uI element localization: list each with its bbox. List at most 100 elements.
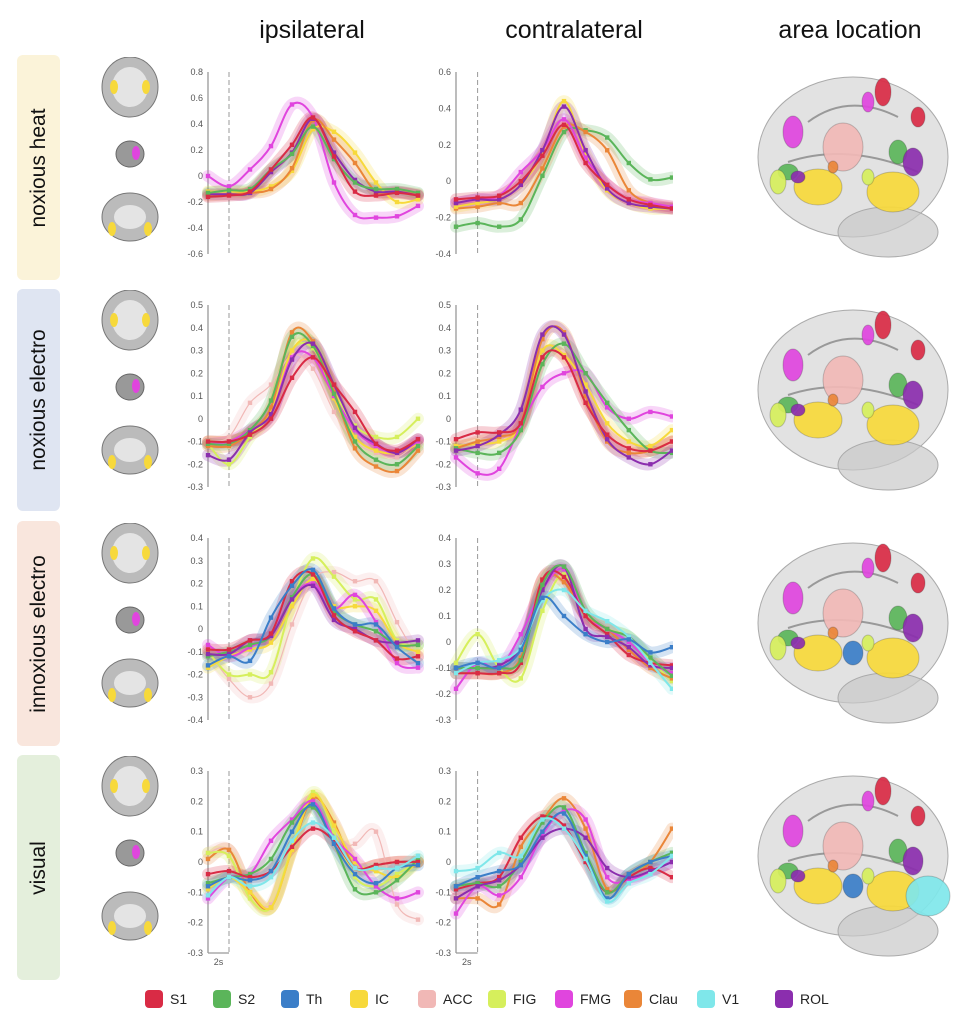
data-point-s2 [518, 658, 523, 663]
data-point-s2 [669, 175, 673, 180]
legend-swatch [281, 990, 299, 1008]
data-point-fig [561, 572, 567, 577]
data-point-rol [394, 640, 400, 645]
data-point-s2 [289, 151, 295, 157]
data-point-s2 [475, 665, 480, 671]
data-point-s2 [605, 626, 610, 632]
data-point-rol [453, 200, 459, 206]
row-label-box: noxious heat [17, 55, 60, 280]
data-point-clau [497, 902, 502, 907]
region-blob-acc [822, 821, 864, 871]
data-point-fig [247, 896, 253, 901]
data-point-s1 [475, 195, 480, 200]
column-title-area-location: area location [778, 16, 922, 44]
data-point-s2 [540, 361, 545, 367]
data-point-clau [518, 200, 523, 206]
data-point-s1 [605, 632, 610, 637]
data-point-s2 [561, 805, 567, 810]
y-tick-label: 0.4 [438, 103, 451, 113]
region-blob-fmg [861, 557, 875, 579]
data-point-th [289, 583, 295, 588]
data-point-ic [648, 443, 653, 449]
chart-noxious-heat-ipsilateral: 0.8 0.6 0.4 0.2 0 -0.2 -0.4 -0.6 [187, 67, 424, 259]
data-point-s2 [605, 400, 610, 406]
legend-item-v1: V1 [697, 990, 739, 1008]
legend-label: ROL [800, 991, 829, 1007]
data-point-v1 [497, 658, 502, 663]
time-scale-label: 2s [214, 957, 224, 966]
data-point-ic [289, 604, 295, 609]
y-tick-label: -0.2 [435, 213, 451, 223]
data-point-s2 [352, 180, 358, 185]
y-tick-label: 0.1 [190, 391, 203, 401]
data-point-fmg [289, 817, 295, 822]
data-point-s2 [583, 850, 588, 856]
data-point-ic [394, 874, 400, 880]
y-tick-label: 0.2 [190, 796, 203, 806]
data-point-acc [289, 352, 295, 358]
data-point-s2 [453, 224, 459, 229]
data-point-fmg [497, 893, 502, 898]
legend-item-rol: ROL [775, 990, 829, 1008]
data-point-th [626, 637, 631, 642]
data-point-s2 [268, 398, 274, 403]
data-point-th [669, 645, 673, 650]
data-point-fmg [518, 169, 523, 175]
data-point-s1 [497, 874, 502, 880]
y-tick-label: 0.3 [438, 346, 451, 356]
data-point-clau [648, 665, 653, 671]
data-point-s2 [268, 856, 274, 862]
data-point-s1 [605, 432, 610, 437]
data-point-fmg [518, 632, 523, 637]
data-point-fmg [561, 117, 567, 122]
data-point-rol [626, 455, 631, 460]
data-point-rol [583, 626, 588, 632]
y-tick-label: -0.1 [435, 887, 451, 897]
data-point-ic [205, 887, 211, 892]
data-point-v1 [583, 608, 588, 613]
data-point-acc [268, 382, 274, 387]
data-point-fmg [605, 405, 610, 410]
data-point-acc [373, 829, 379, 834]
data-point-th [268, 615, 274, 620]
data-point-s1 [626, 197, 631, 202]
data-point-s2 [226, 441, 232, 446]
data-point-rol [626, 200, 631, 206]
data-point-s1 [669, 874, 673, 880]
data-point-s1 [352, 629, 358, 634]
data-point-fmg [561, 371, 567, 376]
data-point-rol [518, 407, 523, 412]
data-point-s2 [205, 441, 211, 446]
region-blob-ic [866, 171, 920, 213]
data-point-fig [226, 853, 232, 859]
data-point-rol [648, 868, 653, 874]
data-point-fig [268, 670, 274, 675]
data-point-s1 [268, 416, 274, 421]
data-point-ic [561, 98, 567, 104]
data-point-v1 [268, 874, 274, 880]
region-blob-fig [769, 169, 787, 195]
region-blob-acc [822, 355, 864, 405]
legend-swatch [624, 990, 642, 1008]
data-point-s1 [394, 656, 400, 661]
data-point-s1 [247, 432, 253, 437]
data-point-s2 [475, 450, 480, 456]
legend-item-clau: Clau [624, 990, 678, 1008]
data-point-rol [626, 645, 631, 650]
region-blob-s1 [910, 805, 926, 827]
data-point-fig [475, 632, 480, 637]
data-point-rol [583, 389, 588, 394]
data-point-s1 [626, 446, 631, 451]
data-point-s1 [268, 631, 274, 636]
data-point-s1 [415, 193, 421, 198]
data-point-v1 [626, 881, 631, 886]
data-point-acc [394, 619, 400, 625]
data-point-s2 [205, 654, 211, 659]
data-point-rol [331, 617, 337, 623]
area-location-brain-render [757, 775, 951, 957]
y-tick-label: 0.4 [190, 119, 203, 129]
y-tick-label: 0.2 [438, 368, 451, 378]
region-blob-fmg [782, 348, 804, 382]
data-point-rol [247, 430, 253, 435]
data-point-th [540, 595, 545, 600]
